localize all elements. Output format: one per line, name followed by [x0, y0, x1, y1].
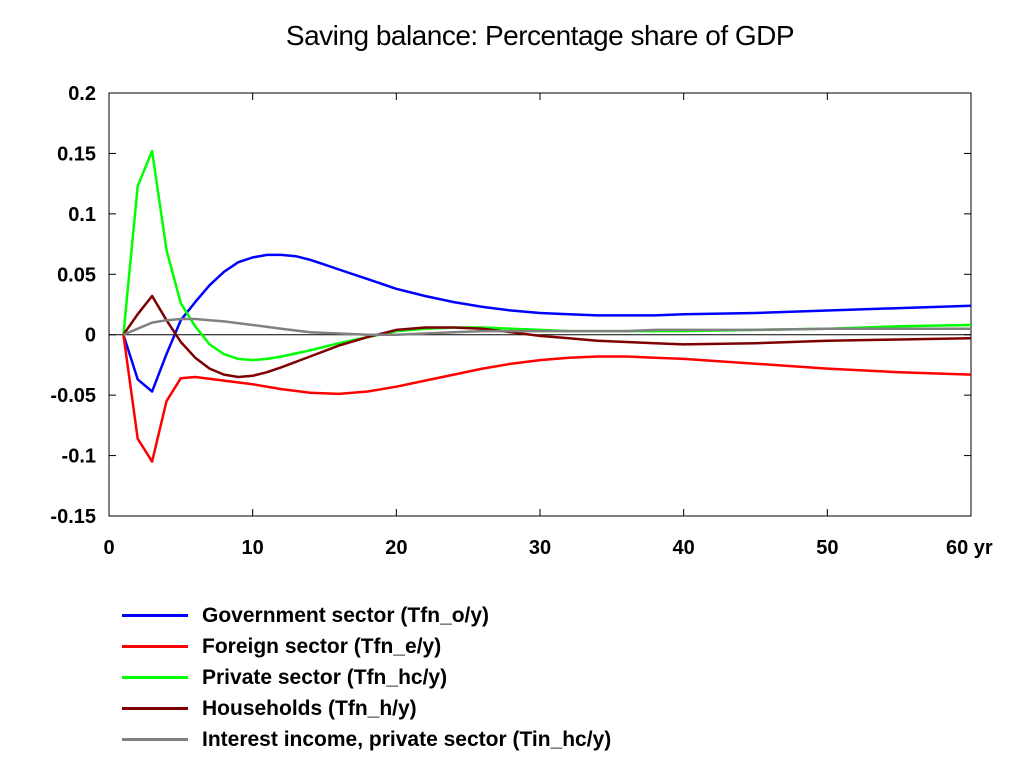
line-chart: 0.2 0.15 0.1 0.05 0 -0.05 -0.1 -0.15 0 10 20 30 40 50…	[50, 83, 993, 559]
x-tick-label: 30	[529, 537, 551, 559]
series-line-5	[122, 317, 971, 336]
y-tick-label: 0.2	[68, 83, 96, 105]
legend-swatch	[122, 645, 188, 648]
x-tick-label: 20	[385, 537, 407, 559]
legend-label: Private sector (Tfn_hc/y)	[202, 665, 448, 689]
legend-item: Households (Tfn_h/y)	[122, 693, 611, 724]
x-tick-label: 10	[242, 537, 264, 559]
y-tick-label: -0.15	[50, 506, 96, 528]
legend-swatch	[122, 738, 188, 741]
legend-item: Government sector (Tfn_o/y)	[122, 600, 611, 631]
legend-swatch	[122, 676, 188, 679]
chart-title: Saving balance: Percentage share of GDP	[285, 20, 795, 51]
y-tick-label: 0	[85, 325, 96, 347]
legend-label: Households (Tfn_h/y)	[202, 696, 417, 720]
series-line-4	[122, 294, 972, 379]
x-tick-label: 60 yr	[946, 537, 993, 559]
x-tick-label: 40	[673, 537, 695, 559]
series-line-2	[122, 334, 972, 463]
legend-swatch	[122, 614, 188, 617]
plot-frame	[108, 92, 972, 517]
legend-label: Interest income, private sector (Tin_hc/…	[202, 727, 612, 751]
y-tick-label: 0.05	[57, 264, 96, 286]
legend-item: Foreign sector (Tfn_e/y)	[122, 631, 611, 662]
legend-item: Interest income, private sector (Tin_hc/…	[122, 724, 611, 755]
legend-swatch	[122, 707, 188, 710]
y-tick-label: 0.15	[57, 143, 96, 165]
legend-item: Private sector (Tfn_hc/y)	[122, 662, 611, 693]
y-tick-label: -0.1	[62, 446, 96, 468]
chart-legend: Government sector (Tfn_o/y) Foreign secto…	[122, 600, 611, 755]
series-line-1	[122, 253, 972, 393]
x-tick-label: 50	[816, 537, 838, 559]
legend-label: Foreign sector (Tfn_e/y)	[202, 634, 442, 658]
y-tick-label: 0.1	[68, 204, 96, 226]
y-tick-label: -0.05	[50, 385, 96, 407]
legend-label: Government sector (Tfn_o/y)	[202, 603, 490, 627]
x-tick-label: 0	[103, 537, 114, 559]
